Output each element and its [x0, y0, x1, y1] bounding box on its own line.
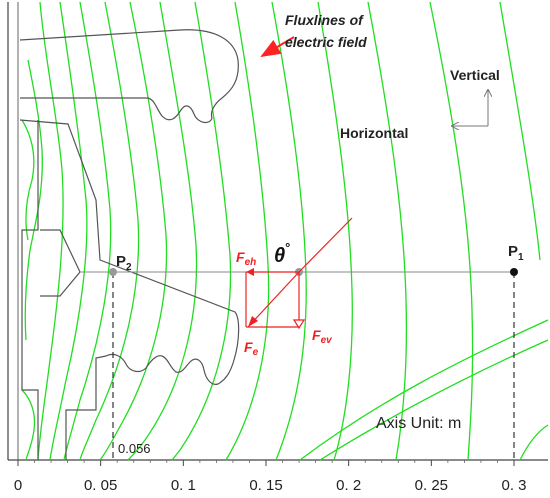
flux-line	[319, 339, 549, 461]
p1-label: P1	[508, 243, 524, 263]
direction-indicator	[452, 90, 488, 126]
flux-line	[79, 1, 140, 461]
fev-label: Fev	[312, 327, 333, 346]
flux-line	[367, 1, 408, 461]
feh-arrowhead	[246, 268, 254, 276]
flux-line	[225, 1, 270, 461]
flux-line	[317, 1, 353, 461]
inner-edge	[21, 120, 39, 460]
core-outline	[19, 119, 240, 460]
x-tick-label: 0. 05	[84, 477, 117, 494]
fe-arrowhead	[248, 316, 258, 327]
x-tick-label: 0. 15	[249, 477, 282, 494]
p2-label: P2	[116, 253, 132, 273]
fluxlines-label: Fluxlines of	[285, 12, 364, 28]
fluxlines-label-line2: electric field	[285, 34, 367, 50]
fev-arrowhead	[292, 319, 306, 330]
flux-line	[37, 1, 64, 461]
x-tick-label: 0. 25	[415, 477, 448, 494]
x-tick-label: 0. 3	[501, 477, 526, 494]
x-axis-ticks: 0 0. 05 0. 1 0. 15 0. 2 0. 25 0. 3	[14, 460, 527, 494]
axis-unit-label: Axis Unit: m	[376, 415, 461, 432]
fe-vector	[247, 271, 300, 328]
p2-x-value-label: 0.056	[118, 441, 151, 456]
flux-line	[299, 319, 549, 461]
flux-line	[63, 1, 112, 461]
theta-label: θ°	[274, 240, 290, 267]
feh-label: Feh	[236, 249, 256, 268]
upper-shed	[19, 29, 239, 124]
flux-line	[271, 1, 307, 461]
plot-frame	[7, 2, 548, 461]
field-direction-line	[298, 217, 353, 273]
flux-line	[429, 1, 474, 461]
x-tick-label: 0. 2	[336, 477, 361, 494]
flux-line	[99, 1, 168, 461]
flux-line	[21, 119, 35, 241]
p2-point	[109, 268, 117, 276]
flux-line	[499, 1, 541, 261]
flux-lines	[21, 1, 549, 461]
flux-line	[21, 389, 36, 461]
force-diagram	[245, 217, 353, 330]
x-tick-label: 0	[14, 477, 22, 494]
vertical-label: Vertical	[450, 67, 500, 83]
flux-line	[24, 59, 43, 341]
flux-line	[519, 424, 549, 461]
x-tick-label: 0. 1	[171, 477, 196, 494]
flux-line	[171, 1, 232, 461]
flux-line	[49, 1, 88, 461]
p1-point	[510, 268, 518, 276]
fluxline-pointer-arrow	[260, 36, 295, 58]
horizontal-label: Horizontal	[340, 125, 408, 141]
fe-label: Fe	[244, 339, 259, 358]
